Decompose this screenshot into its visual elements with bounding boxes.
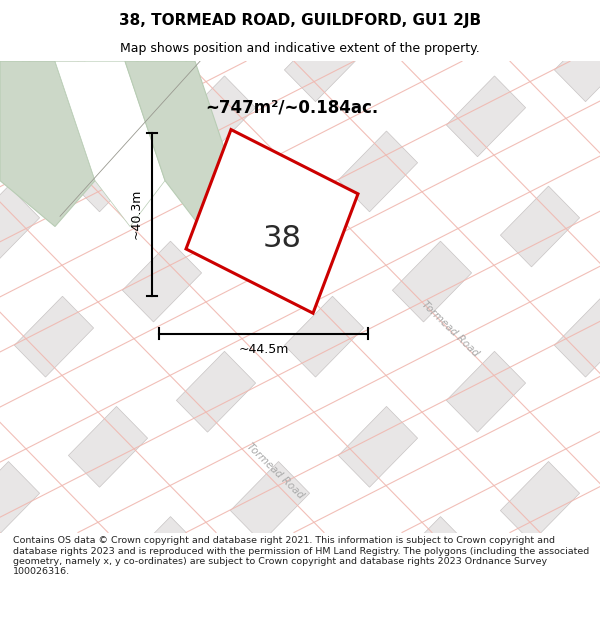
Polygon shape — [125, 61, 235, 226]
Polygon shape — [392, 241, 472, 322]
Polygon shape — [338, 131, 418, 212]
Polygon shape — [230, 461, 310, 542]
Polygon shape — [176, 76, 256, 157]
Polygon shape — [68, 131, 148, 212]
Polygon shape — [446, 76, 526, 157]
Polygon shape — [186, 129, 358, 313]
Text: ~40.3m: ~40.3m — [130, 189, 143, 239]
Text: ~747m²/~0.184ac.: ~747m²/~0.184ac. — [205, 98, 378, 116]
Polygon shape — [338, 406, 418, 488]
Polygon shape — [68, 406, 148, 488]
Polygon shape — [122, 0, 202, 46]
Text: Map shows position and indicative extent of the property.: Map shows position and indicative extent… — [120, 42, 480, 54]
Text: Tormead Road: Tormead Road — [245, 442, 305, 501]
Polygon shape — [122, 517, 202, 598]
Polygon shape — [230, 186, 310, 267]
Text: Tormead Road: Tormead Road — [419, 299, 481, 358]
Polygon shape — [284, 21, 364, 102]
Polygon shape — [14, 296, 94, 377]
Polygon shape — [500, 461, 580, 542]
Polygon shape — [0, 61, 95, 226]
Polygon shape — [446, 351, 526, 432]
Polygon shape — [554, 296, 600, 377]
Polygon shape — [176, 351, 256, 432]
Text: 38, TORMEAD ROAD, GUILDFORD, GU1 2JB: 38, TORMEAD ROAD, GUILDFORD, GU1 2JB — [119, 14, 481, 29]
Polygon shape — [55, 61, 165, 226]
Polygon shape — [0, 461, 40, 542]
Polygon shape — [122, 241, 202, 322]
Polygon shape — [554, 21, 600, 102]
Text: 38: 38 — [263, 224, 302, 253]
Polygon shape — [392, 0, 472, 46]
Polygon shape — [554, 572, 600, 625]
Polygon shape — [284, 296, 364, 377]
Text: ~44.5m: ~44.5m — [238, 342, 289, 356]
Polygon shape — [392, 517, 472, 598]
Polygon shape — [14, 21, 94, 102]
Polygon shape — [0, 186, 40, 267]
Text: Contains OS data © Crown copyright and database right 2021. This information is : Contains OS data © Crown copyright and d… — [13, 536, 589, 576]
Polygon shape — [500, 186, 580, 267]
Polygon shape — [14, 572, 94, 625]
Polygon shape — [284, 572, 364, 625]
